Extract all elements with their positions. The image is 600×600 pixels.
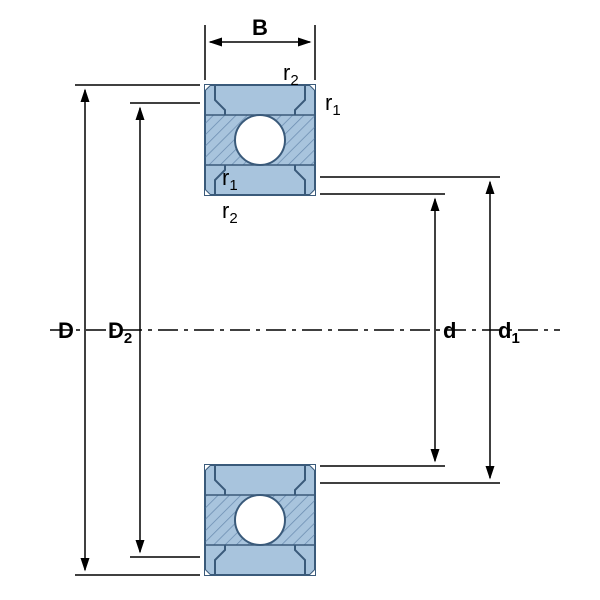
svg-text:r2: r2 [283,60,299,89]
svg-text:D2: D2 [108,318,132,347]
label-B: B [252,15,268,40]
label-d1-sub: 1 [511,330,519,347]
svg-text:r1: r1 [325,90,341,119]
label-D2: D [108,318,124,343]
label-r2-bottom: r2 [222,198,238,227]
label-d: d [443,318,456,343]
label-r2-top: r2 [283,60,299,89]
label-D2-sub: 2 [124,330,132,347]
label-r1-top: r1 [325,90,341,119]
label-D: D [58,318,74,343]
bearing-diagram: B D D2 d d1 r1 r1 [0,0,600,600]
svg-text:r2: r2 [222,198,238,227]
label-d1: d [498,318,511,343]
bearing-bottom-section [205,465,315,575]
dimension-B: B [205,15,315,80]
svg-text:d1: d1 [498,318,520,347]
